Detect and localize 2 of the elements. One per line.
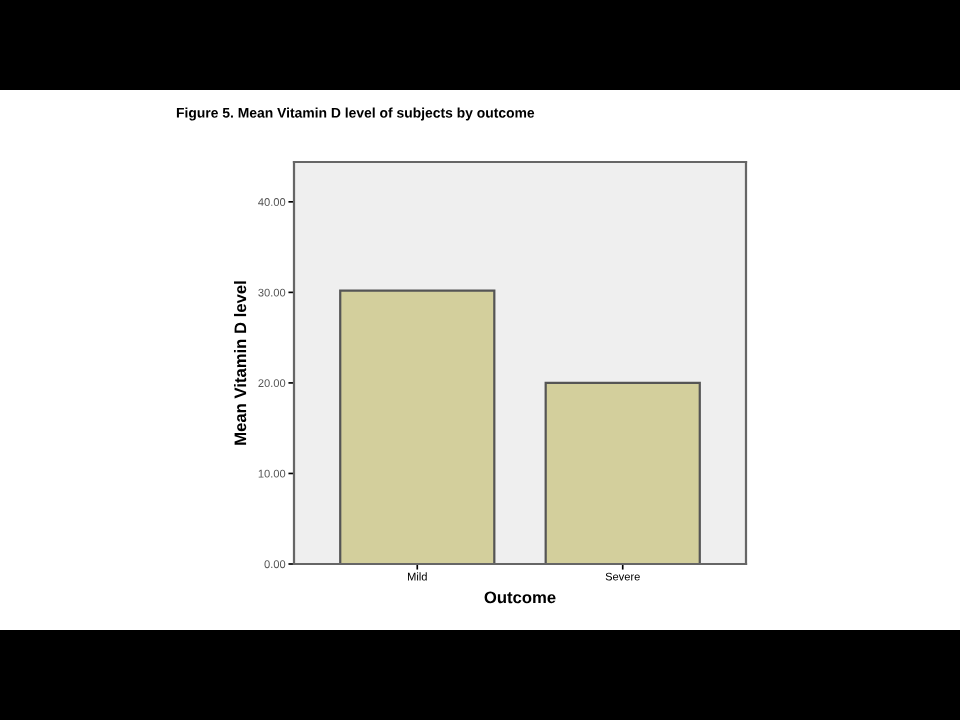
x-axis-title: Outcome (484, 591, 556, 604)
y-axis-title: Mean Vitamin D level (233, 281, 247, 445)
